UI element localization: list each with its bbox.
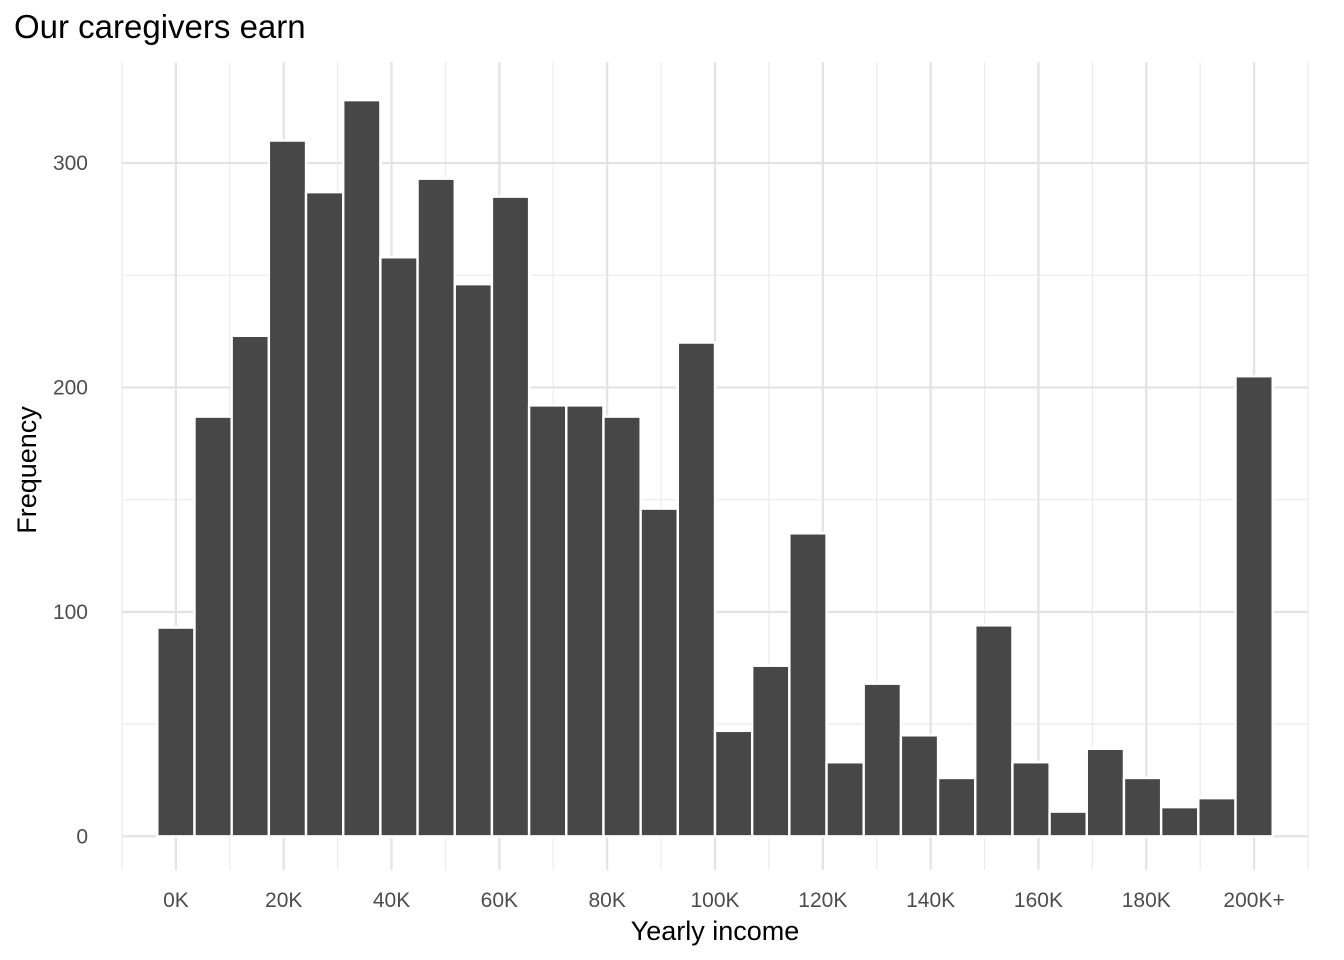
- y-axis-title: Frequency: [12, 406, 42, 534]
- histogram-bar: [1122, 776, 1163, 838]
- histogram-bar: [453, 283, 494, 838]
- y-tick-label: 100: [53, 601, 88, 624]
- histogram-bar: [788, 532, 828, 838]
- x-tick-label: 20K: [265, 889, 302, 912]
- histogram-bars: [156, 98, 1274, 838]
- x-tick-label: 200K+: [1223, 889, 1284, 912]
- x-tick-label: 80K: [588, 889, 625, 912]
- histogram-bar: [1234, 375, 1274, 838]
- y-tick-label: 300: [53, 152, 88, 175]
- x-tick-label: 140K: [906, 889, 955, 912]
- x-axis-tick-labels: 0K 20K 40K 60K 80K 100K 120K 140K 160K 180K 200K+: [163, 889, 1285, 912]
- x-tick-label: 180K: [1122, 889, 1171, 912]
- chart-title: Our caregivers earn: [14, 8, 306, 45]
- histogram-bar: [750, 664, 791, 838]
- histogram-bar: [862, 682, 903, 838]
- histogram-bar: [193, 415, 233, 838]
- x-tick-label: 100K: [690, 889, 739, 912]
- histogram-bar: [713, 729, 754, 838]
- x-axis-title: Yearly income: [631, 916, 800, 946]
- histogram-bar: [342, 98, 382, 838]
- y-tick-label: 0: [76, 825, 88, 848]
- histogram-bar: [267, 139, 308, 838]
- x-tick-label: 60K: [481, 889, 518, 912]
- histogram-bar: [602, 415, 642, 838]
- histogram-bar: [1048, 810, 1088, 838]
- histogram-bar: [490, 195, 531, 838]
- histogram-bar: [304, 190, 345, 838]
- histogram-bar: [156, 626, 196, 838]
- histogram-bar: [974, 624, 1014, 838]
- histogram-bar: [565, 404, 605, 838]
- histogram-bar: [1159, 805, 1200, 838]
- histogram-bar: [899, 734, 940, 838]
- histogram-bar: [936, 776, 977, 838]
- histogram-bar: [416, 177, 456, 838]
- histogram-bar: [1197, 796, 1237, 838]
- x-tick-label: 40K: [373, 889, 410, 912]
- histogram-bar: [230, 334, 271, 838]
- x-tick-label: 120K: [798, 889, 847, 912]
- histogram-bar: [1085, 747, 1126, 838]
- histogram-bar: [379, 256, 419, 838]
- histogram-bar: [1011, 761, 1051, 838]
- x-tick-label: 0K: [163, 889, 189, 912]
- histogram-bar: [825, 761, 865, 838]
- histogram-bar: [676, 341, 717, 838]
- y-axis-tick-labels: 0 100 200 300: [53, 152, 88, 848]
- histogram-bar: [639, 507, 680, 838]
- histogram-bar: [527, 404, 568, 838]
- x-tick-label: 160K: [1014, 889, 1063, 912]
- y-tick-label: 200: [53, 376, 88, 399]
